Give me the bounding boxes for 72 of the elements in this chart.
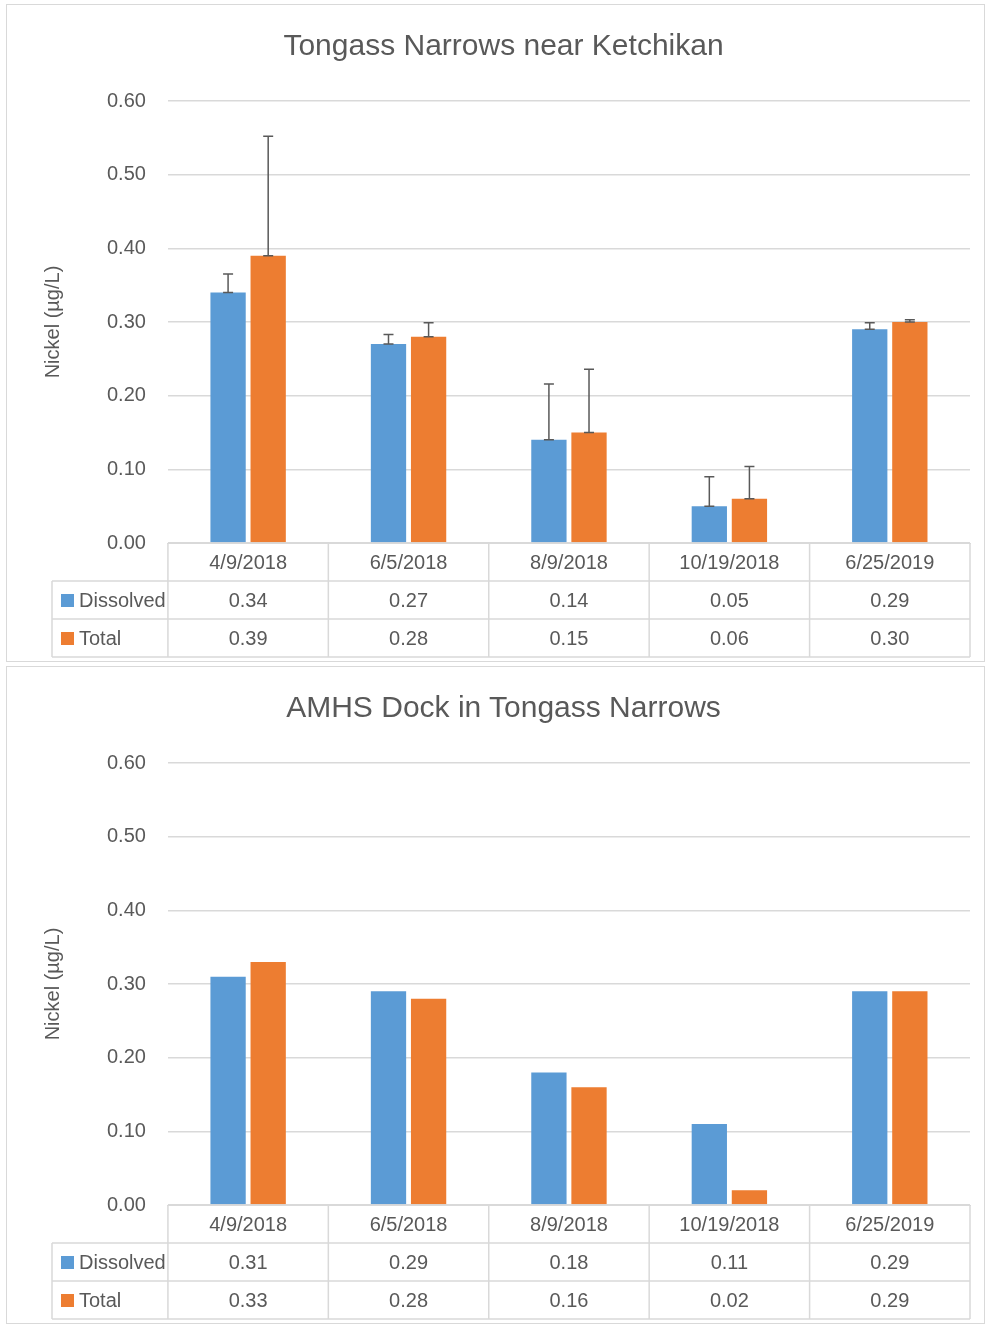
- y-tick-label: 0.10: [106, 456, 146, 479]
- data-label: 0.31: [228, 1250, 268, 1273]
- data-label: 0.30: [870, 626, 910, 649]
- legend-label: Dissolved: [79, 1250, 166, 1273]
- data-label: 0.29: [389, 1250, 429, 1273]
- bar: [852, 329, 888, 543]
- bar: [250, 961, 286, 1205]
- y-tick-label: 0.50: [106, 824, 146, 847]
- y-tick-label: 0.50: [106, 162, 146, 185]
- x-tick-label: 4/9/2018: [209, 1212, 288, 1235]
- x-tick-label: 6/5/2018: [369, 550, 448, 573]
- bar: [531, 1072, 567, 1205]
- bar: [892, 991, 928, 1205]
- data-label: 0.27: [389, 588, 429, 611]
- y-tick-label: 0.60: [106, 88, 146, 111]
- y-axis-title: Nickel (µg/L): [40, 265, 63, 379]
- y-axis-title: Nickel (µg/L): [40, 927, 63, 1041]
- y-tick-label: 0.40: [106, 235, 146, 258]
- x-tick-label: 4/9/2018: [209, 550, 288, 573]
- data-label: 0.02: [709, 1288, 749, 1311]
- data-label: 0.18: [549, 1250, 589, 1273]
- chart-title: AMHS Dock in Tongass Narrows: [286, 690, 721, 724]
- bar: [731, 498, 768, 543]
- data-label: 0.06: [709, 626, 749, 649]
- y-tick-label: 0.60: [106, 750, 146, 773]
- data-label: 0.11: [710, 1250, 749, 1273]
- x-tick-label: 8/9/2018: [530, 1212, 608, 1235]
- bar: [370, 344, 407, 543]
- bar: [852, 991, 888, 1205]
- bar: [571, 1087, 607, 1205]
- bar: [250, 255, 286, 543]
- data-label: 0.15: [549, 626, 589, 649]
- data-label: 0.14: [549, 588, 589, 611]
- data-label: 0.29: [870, 1250, 910, 1273]
- y-tick-label: 0.20: [106, 1045, 146, 1068]
- data-label: 0.28: [389, 1288, 429, 1311]
- bar: [210, 292, 246, 543]
- data-label: 0.29: [870, 1288, 910, 1311]
- legend-label: Dissolved: [79, 588, 166, 611]
- x-tick-label: 6/5/2018: [369, 1212, 448, 1235]
- y-tick-label: 0.30: [106, 971, 146, 994]
- bar: [691, 1123, 727, 1205]
- bar: [210, 976, 246, 1205]
- x-tick-label: 6/25/2019: [845, 1212, 935, 1235]
- bar: [370, 991, 407, 1205]
- data-label: 0.28: [389, 626, 429, 649]
- bar: [571, 432, 607, 543]
- x-tick-label: 10/19/2018: [679, 550, 780, 573]
- y-tick-label: 0.30: [106, 309, 146, 332]
- x-tick-label: 8/9/2018: [530, 550, 608, 573]
- y-tick-label: 0.40: [106, 897, 146, 920]
- data-label: 0.29: [870, 588, 910, 611]
- legend-label: Total: [79, 626, 122, 649]
- y-tick-label: 0.00: [106, 1192, 146, 1215]
- bar: [892, 322, 928, 543]
- bar: [410, 998, 447, 1205]
- y-tick-label: 0.20: [106, 383, 146, 406]
- bar: [531, 439, 567, 543]
- y-tick-label: 0.10: [106, 1118, 146, 1141]
- y-tick-label: 0.00: [106, 530, 146, 553]
- data-label: 0.33: [228, 1288, 268, 1311]
- x-tick-label: 10/19/2018: [679, 1212, 780, 1235]
- data-label: 0.34: [228, 588, 268, 611]
- data-label: 0.16: [549, 1288, 589, 1311]
- bar: [731, 1190, 768, 1205]
- bar: [410, 336, 447, 543]
- legend-label: Total: [79, 1288, 122, 1311]
- bar: [691, 506, 727, 543]
- chart-title: Tongass Narrows near Ketchikan: [283, 28, 724, 62]
- data-label: 0.05: [709, 588, 749, 611]
- x-tick-label: 6/25/2019: [845, 550, 935, 573]
- data-label: 0.39: [228, 626, 268, 649]
